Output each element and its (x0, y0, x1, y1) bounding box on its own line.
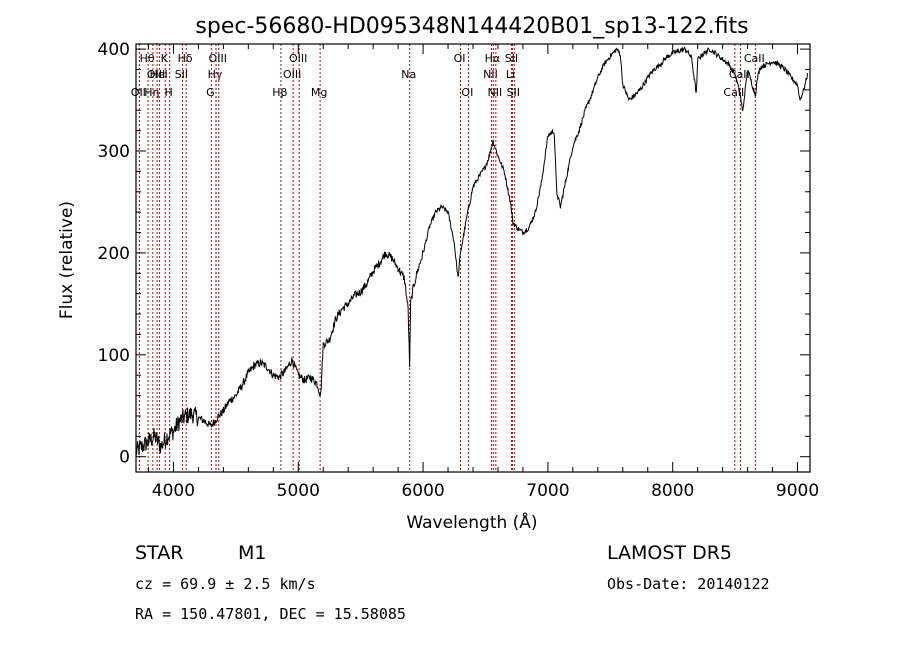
spectral-line-label: OIII (289, 52, 307, 65)
spectral-line-label: SII (507, 86, 520, 99)
spectral-line-label: SII (505, 52, 518, 65)
spectral-line-label: HeI (149, 68, 167, 81)
spectral-line-label: Hα (485, 52, 501, 65)
y-tick-label: 300 (98, 142, 130, 162)
class-label: STAR (135, 542, 183, 564)
survey-label: LAMOST DR5 (607, 542, 732, 564)
spectral-line-label: G (206, 86, 215, 99)
spectral-line-label: Hθ (140, 52, 155, 65)
spectral-line-label: OIII (147, 68, 165, 81)
spectral-line-label: NII (483, 68, 498, 81)
x-tick-label: 6000 (401, 481, 444, 501)
spectral-line-label: OIII (283, 68, 301, 81)
spectral-line-label: OII (131, 86, 146, 99)
y-axis-label: Flux (relative) (57, 201, 77, 319)
spectral-line-label: CaII (744, 52, 765, 65)
y-tick-label: 400 (98, 40, 130, 60)
spectral-line-label: OI (454, 52, 466, 65)
y-tick-label: 200 (98, 244, 130, 264)
x-tick-label: 9000 (776, 481, 819, 501)
x-tick-label: 7000 (526, 481, 569, 501)
spectral-line-label: Hδ (178, 52, 193, 65)
spectral-line-label: H (165, 86, 173, 99)
spectral-line-label: Li (506, 68, 515, 81)
spectral-line-label: Hη (144, 86, 159, 99)
spectral-line-label: OI (461, 86, 473, 99)
spectral-line-label: Na (401, 68, 416, 81)
spectrum-series-line (135, 46, 808, 456)
spectral-line-label: Mg (311, 86, 327, 99)
y-tick-label: 0 (119, 448, 130, 468)
spectral-line-label: Hβ (272, 86, 287, 99)
spectral-line-label: OIII (209, 52, 227, 65)
subclass-label: M1 (238, 542, 266, 564)
spectral-line-markers: OIIHθHηOIIIHeIKHSIIHδGHγOIIIHβOIIIOIIIMg… (131, 44, 765, 472)
obs-date-text: Obs-Date: 20140122 (607, 575, 770, 593)
redshift-text: cz = 69.9 ± 2.5 km/s (135, 575, 316, 593)
y-axis: 0 100 200 300 400 (98, 40, 810, 468)
plot-frame (135, 43, 811, 473)
chart-title: spec-56680-HD095348N144420B01_sp13-122.f… (195, 14, 748, 39)
x-axis-label: Wavelength (Å) (406, 511, 537, 533)
y-tick-label: 100 (98, 346, 130, 366)
x-tick-label: 8000 (651, 481, 694, 501)
spectral-line-label: Hγ (208, 68, 223, 81)
ra-dec-text: RA = 150.47801, DEC = 15.58085 (135, 605, 406, 623)
spectral-line-label: NII (487, 86, 502, 99)
x-tick-label: 4000 (152, 481, 195, 501)
spectral-line-label: K (161, 52, 169, 65)
spectral-line-label: SII (175, 68, 188, 81)
x-axis: 4000 5000 6000 7000 8000 9000 (147, 44, 819, 501)
x-tick-label: 5000 (277, 481, 320, 501)
